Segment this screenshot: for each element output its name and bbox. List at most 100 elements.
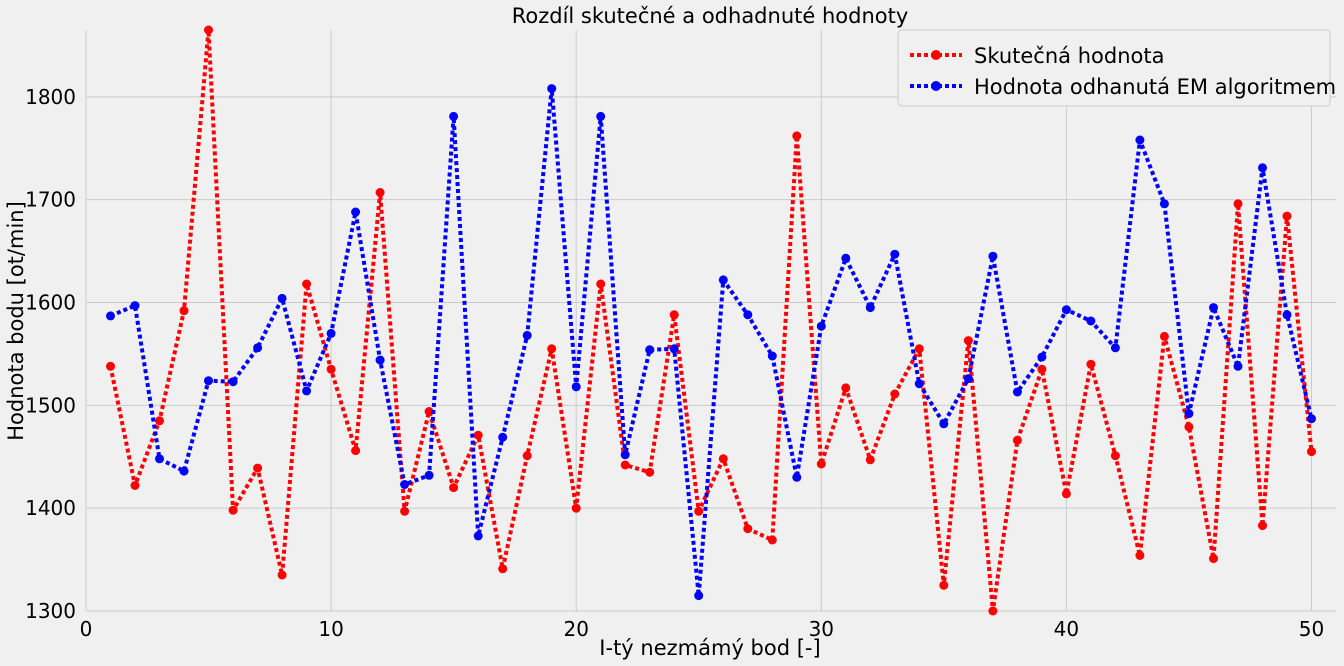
x-tick-label: 30	[809, 617, 834, 641]
data-point	[155, 416, 164, 426]
data-point	[1307, 447, 1316, 457]
data-point	[890, 249, 900, 259]
x-tick-label: 40	[1054, 617, 1079, 641]
data-point	[865, 455, 875, 465]
data-point	[1012, 435, 1022, 445]
data-point	[106, 311, 115, 321]
data-point	[449, 483, 459, 493]
legend-marker	[931, 81, 941, 91]
data-point	[939, 580, 949, 590]
data-point	[547, 344, 557, 354]
data-point	[130, 301, 140, 311]
series-line	[108, 28, 1314, 613]
legend-entry: Skutečná hodnota	[910, 44, 1164, 68]
data-point	[302, 279, 312, 289]
data-point	[351, 207, 361, 217]
data-point	[1037, 364, 1047, 374]
y-tick-label: 1800	[25, 85, 76, 109]
data-point	[1159, 199, 1169, 209]
y-tick-label: 1700	[25, 188, 76, 212]
data-point	[106, 361, 115, 371]
data-point	[1233, 361, 1243, 371]
data-point	[1233, 199, 1243, 209]
data-point	[375, 355, 385, 365]
data-point	[155, 454, 164, 464]
chart-title: Rozdíl skutečné a odhadnuté hodnoty	[512, 4, 909, 28]
data-point	[718, 275, 728, 285]
data-point	[522, 330, 532, 340]
data-point	[963, 336, 973, 346]
data-point	[473, 430, 483, 440]
series-line	[109, 86, 1314, 598]
data-point	[939, 419, 949, 429]
data-point	[1258, 163, 1267, 173]
legend: Skutečná hodnota Hodnota odhanutá EM alg…	[897, 29, 1336, 107]
data-point	[767, 535, 777, 545]
series-em-odhad	[106, 84, 1316, 601]
data-point	[571, 382, 581, 392]
data-point	[841, 253, 851, 263]
data-point	[1307, 414, 1316, 424]
data-point	[204, 376, 213, 386]
data-point	[1184, 409, 1194, 419]
data-point	[1061, 489, 1071, 499]
tick-labels: 0 10 20 30 40 50 1300 1400 1500 1600 1700 1800	[25, 85, 1324, 641]
x-axis-label: I-tý nezmámý bod [-]	[599, 636, 820, 660]
data-point	[620, 460, 630, 470]
data-point	[498, 432, 508, 442]
data-point	[841, 383, 851, 393]
legend-label: Hodnota odhanutá EM algoritmem	[974, 75, 1336, 99]
data-point	[1209, 303, 1218, 313]
data-point	[988, 606, 998, 616]
data-point	[914, 344, 924, 354]
y-tick-label: 1300	[25, 599, 76, 623]
data-point	[596, 279, 606, 289]
plot-area	[106, 25, 1316, 616]
data-point	[1037, 352, 1047, 362]
data-point	[890, 389, 900, 399]
data-point	[767, 351, 777, 361]
data-point	[988, 251, 998, 261]
data-point	[1086, 359, 1096, 369]
data-point	[253, 343, 263, 353]
data-point	[204, 25, 213, 35]
data-point	[792, 131, 802, 141]
data-point	[645, 467, 655, 477]
data-point	[522, 451, 532, 461]
y-axis-label: Hodnota bodu [ot/min]	[4, 201, 28, 441]
data-point	[792, 472, 802, 482]
data-point	[400, 506, 410, 516]
data-point	[277, 570, 287, 580]
y-tick-label: 1400	[25, 496, 76, 520]
y-tick-label: 1500	[25, 393, 76, 417]
legend-marker	[931, 50, 941, 60]
data-point	[669, 344, 679, 354]
data-point	[1110, 451, 1120, 461]
data-point	[179, 306, 189, 316]
data-point	[1135, 551, 1145, 560]
data-point	[1061, 305, 1071, 315]
data-point	[326, 328, 336, 338]
data-point	[1282, 310, 1292, 320]
data-point	[424, 470, 434, 480]
x-tick-label: 50	[1299, 617, 1324, 641]
data-point	[449, 111, 459, 121]
data-point	[1086, 316, 1096, 326]
data-point	[302, 386, 312, 396]
data-point	[718, 454, 728, 464]
data-point	[694, 591, 704, 601]
data-point	[645, 345, 655, 355]
data-point	[179, 466, 189, 476]
data-point	[914, 379, 924, 389]
data-point	[228, 377, 238, 387]
x-tick-label: 10	[318, 617, 343, 641]
data-point	[130, 481, 140, 490]
data-point	[473, 531, 483, 541]
data-point	[1209, 554, 1218, 564]
y-tick-label: 1600	[25, 291, 76, 315]
data-point	[547, 84, 557, 94]
x-tick-label: 20	[563, 617, 588, 641]
data-point	[865, 303, 875, 313]
data-point	[743, 524, 753, 534]
legend-box	[897, 29, 1331, 107]
